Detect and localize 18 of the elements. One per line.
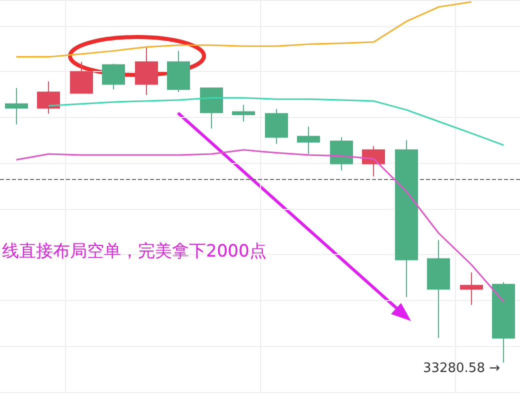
candlestick — [492, 282, 515, 364]
candlestick — [330, 136, 353, 171]
candlestick — [297, 126, 320, 155]
annotation: 线直接布局空单，完美拿下2000点 — [2, 242, 266, 262]
candlestick — [102, 63, 125, 90]
candlestick — [135, 46, 158, 96]
candlestick — [265, 108, 288, 144]
candlestick — [362, 146, 385, 177]
candlestick — [427, 240, 450, 339]
candlestick — [70, 61, 93, 94]
candlestick — [460, 272, 483, 306]
annotation: 33280.58 → — [422, 361, 500, 376]
candlestick — [395, 140, 418, 298]
candlestick — [200, 88, 223, 129]
candlestick — [167, 50, 190, 93]
candlestick — [37, 80, 60, 114]
candlestick — [5, 88, 28, 125]
candlestick — [232, 104, 255, 122]
